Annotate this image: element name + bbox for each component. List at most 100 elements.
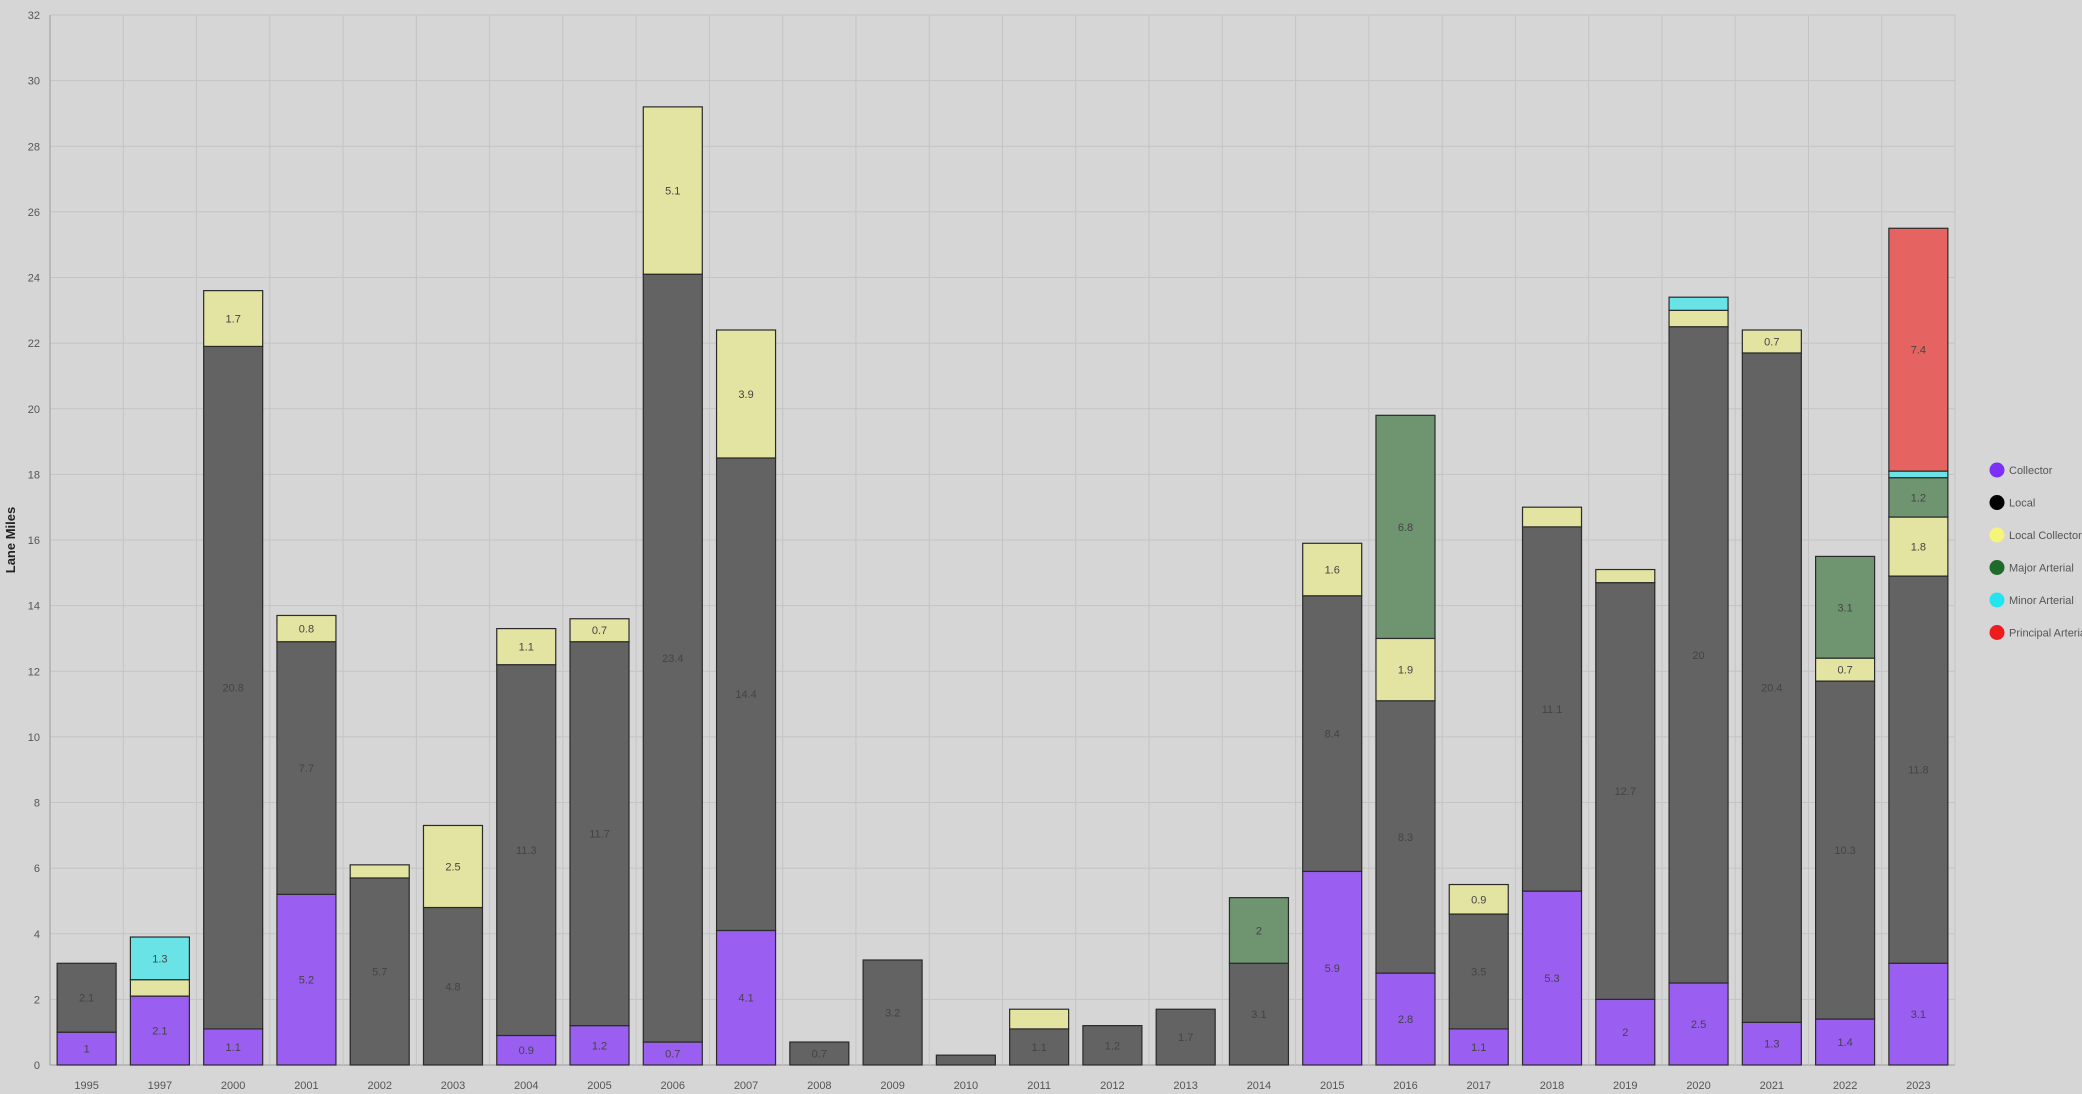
- bar-segment: [1668, 326, 1729, 984]
- x-tick-label: 2015: [1320, 1080, 1344, 1092]
- x-tick-label: 2006: [661, 1080, 685, 1092]
- bar-value-label: 0.9: [1471, 894, 1486, 906]
- legend-label: Collector: [2009, 465, 2053, 477]
- y-tick-label: 16: [28, 535, 40, 547]
- bar-segment: [1228, 962, 1290, 1066]
- bar-value-label: 3.1: [1837, 602, 1852, 614]
- bar-value-label: 3.1: [1911, 1009, 1926, 1021]
- bar-segment: [1375, 637, 1436, 702]
- bar-segment: [496, 627, 557, 666]
- bar-segment: [862, 959, 923, 1066]
- x-tick-label: 2000: [221, 1080, 245, 1092]
- bar-segment: [715, 457, 777, 932]
- bar-segment: [1082, 1025, 1143, 1066]
- bar-value-label: 11.7: [589, 829, 610, 841]
- bar-segment: [1595, 998, 1656, 1066]
- bar-segment: [203, 1028, 264, 1066]
- x-tick-label: 2017: [1467, 1080, 1491, 1092]
- legend-marker: [1989, 527, 2005, 543]
- bar-segment: [496, 1034, 557, 1066]
- bar-segment: [203, 345, 264, 1030]
- legend-marker: [1989, 592, 2005, 608]
- y-tick-label: 4: [34, 929, 40, 941]
- legend: Collector Local Local Collector Major Arter…: [1989, 462, 2082, 640]
- bar-value-label: 10.3: [1834, 845, 1855, 857]
- y-tick-label: 10: [28, 732, 40, 744]
- bar-value-label: 3.5: [1471, 966, 1486, 978]
- bar-value-label: 1.7: [1178, 1032, 1193, 1044]
- bar-segment: [789, 1041, 850, 1066]
- x-tick-label: 2019: [1613, 1080, 1637, 1092]
- legend-label: Local: [2009, 498, 2035, 510]
- bar-segment: [1668, 309, 1729, 328]
- x-tick-label: 2010: [954, 1080, 978, 1092]
- bar-segment: [715, 329, 777, 459]
- bar-value-label: 20.4: [1761, 683, 1782, 695]
- bar-segment: [1448, 913, 1509, 1030]
- bar-segment: [569, 618, 630, 643]
- bar-value-label: 8.4: [1325, 729, 1340, 741]
- bar-value-label: 5.3: [1544, 973, 1559, 985]
- legend-marker: [1989, 495, 2005, 510]
- legend-label: Principal Arterial: [2009, 628, 2082, 640]
- bar-value-label: 14.4: [735, 689, 756, 701]
- bar-segment: [1009, 1008, 1070, 1030]
- bar-segment: [276, 893, 337, 1066]
- y-axis-title: Lane Miles: [3, 507, 18, 573]
- bar-segment: [715, 929, 777, 1066]
- bar-segment: [569, 1025, 630, 1066]
- x-tick-label: 2001: [294, 1080, 318, 1092]
- bar-segment: [1668, 296, 1729, 311]
- bar-value-label: 1.6: [1325, 565, 1340, 577]
- bar-value-label: 1.4: [1837, 1037, 1852, 1049]
- bar-segment: [1302, 542, 1363, 597]
- bar-value-label: 4.1: [738, 993, 753, 1005]
- bar-value-label: 2.5: [445, 861, 460, 873]
- bar-value-label: 1.3: [152, 953, 167, 965]
- bar-value-label: 1.1: [226, 1042, 241, 1054]
- y-tick-label: 2: [34, 994, 40, 1006]
- bar-segment: [1888, 227, 1949, 472]
- x-tick-label: 2021: [1760, 1080, 1784, 1092]
- legend-label: Minor Arterial: [2009, 595, 2074, 607]
- x-tick-label: 2014: [1247, 1080, 1271, 1092]
- bar-value-label: 2.1: [79, 993, 94, 1005]
- bar-value-label: 0.9: [519, 1045, 534, 1057]
- bar-value-label: 0.7: [592, 625, 607, 637]
- bar-segment: [1521, 506, 1583, 528]
- y-tick-label: 24: [28, 273, 40, 285]
- bar-value-label: 11.3: [516, 845, 537, 857]
- bar-segment: [496, 664, 557, 1037]
- bar-segment: [1375, 700, 1436, 974]
- legend-label: Major Arterial: [2009, 563, 2074, 575]
- x-tick-label: 2002: [367, 1080, 391, 1092]
- bar-value-label: 20.8: [222, 683, 243, 695]
- y-tick-label: 32: [28, 10, 40, 22]
- bar-segment: [1741, 1021, 1802, 1066]
- bar-value-label: 3.9: [738, 389, 753, 401]
- bar-value-label: 1.1: [519, 642, 534, 654]
- y-tick-label: 8: [34, 798, 40, 810]
- bar-value-label: 11.1: [1542, 704, 1563, 716]
- x-tick-label: 2011: [1027, 1080, 1051, 1092]
- bar-segment: [1375, 972, 1436, 1066]
- bar-value-label: 2: [1622, 1027, 1628, 1039]
- legend-marker: [1989, 625, 2005, 640]
- bar-segment: [56, 962, 117, 1033]
- x-tick-label: 2008: [807, 1080, 831, 1092]
- bar-segment: [129, 936, 191, 981]
- x-tick-label: 2022: [1833, 1080, 1857, 1092]
- bar-value-label: 5.1: [665, 186, 680, 198]
- y-tick-label: 0: [34, 1060, 40, 1072]
- bar-segment: [642, 106, 703, 275]
- bar-segment: [349, 864, 410, 879]
- x-tick-label: 2018: [1540, 1080, 1564, 1092]
- x-tick-label: 2003: [441, 1080, 465, 1092]
- y-tick-label: 26: [28, 207, 40, 219]
- y-tick-label: 28: [28, 141, 40, 153]
- bar-value-label: 1: [84, 1044, 90, 1056]
- x-axis: 1995 1997 2000 2001 2002 2003 2004 2005 2006 2007…: [74, 1080, 1930, 1092]
- x-tick-label: 2004: [514, 1080, 538, 1092]
